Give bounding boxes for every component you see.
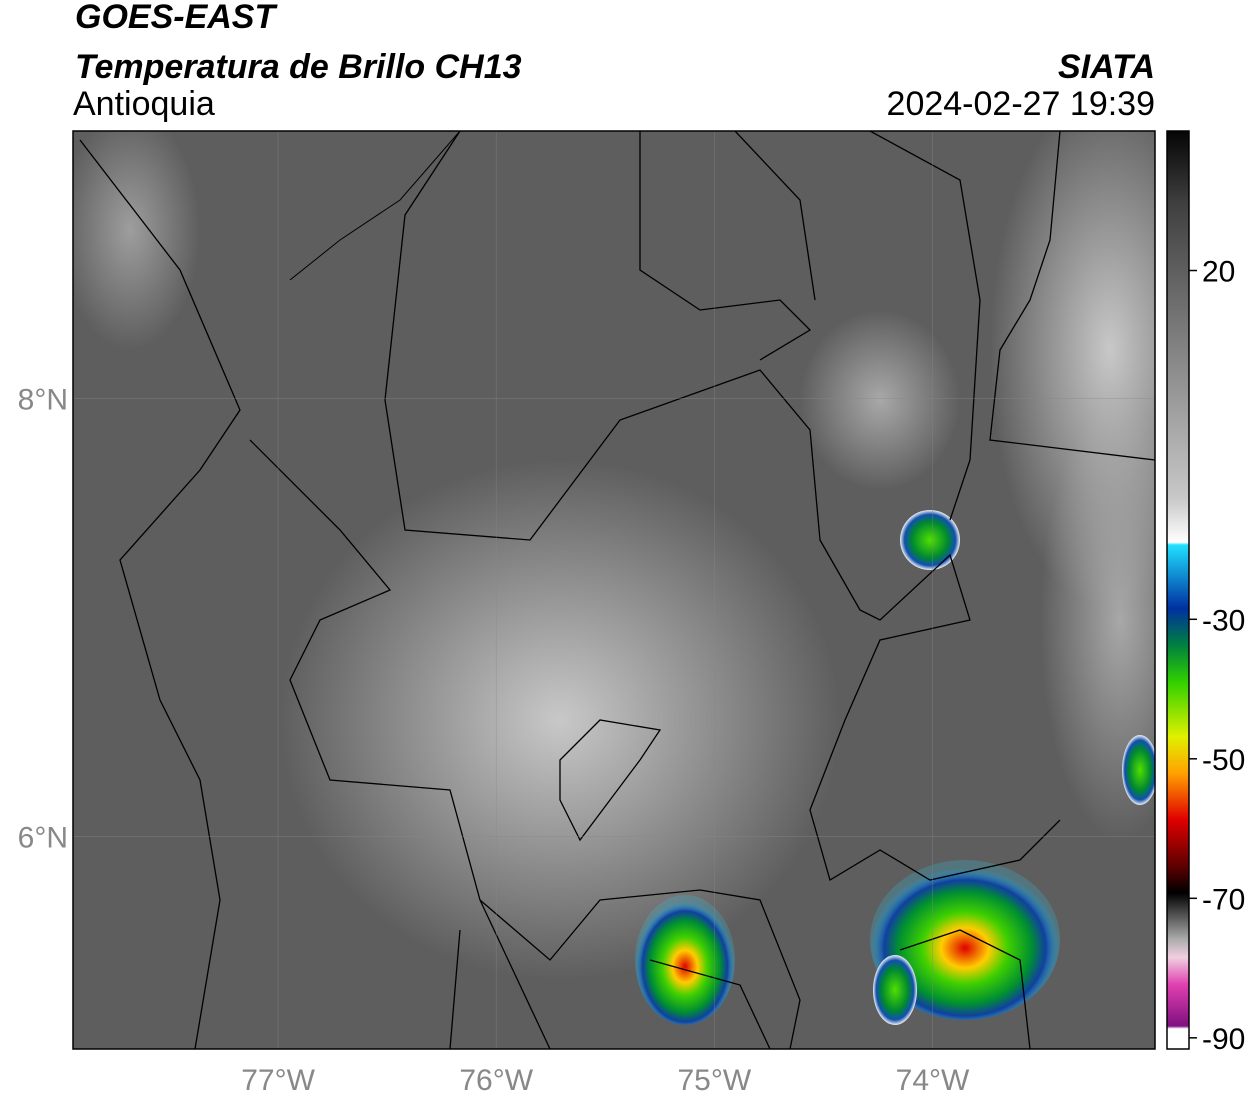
title: GOES-EAST <box>75 0 278 36</box>
colorbar-tick-label: -50 <box>1202 744 1245 777</box>
datetime: 2024-02-27 19:39 <box>887 85 1155 123</box>
storm-cell <box>870 860 1060 1020</box>
subtitle: Temperatura de Brillo CH13 <box>75 48 522 86</box>
y-tick-label: 6°N <box>18 821 68 854</box>
colorbar <box>1166 130 1190 1050</box>
storm-cell <box>635 895 735 1025</box>
y-tick-label: 8°N <box>18 383 68 416</box>
map <box>73 131 1155 1049</box>
map-frame <box>72 130 1156 1050</box>
storm-cell <box>873 955 917 1025</box>
colorbar-tick-label: -70 <box>1202 883 1245 916</box>
cloud <box>800 310 960 490</box>
borders <box>79 131 1155 1049</box>
colorbar-tick-label: -90 <box>1202 1023 1245 1056</box>
cloud <box>1040 400 1155 840</box>
x-tick-label: 76°W <box>459 1064 533 1097</box>
colorbar-tick-label: -30 <box>1202 604 1245 637</box>
storm-cell <box>1122 735 1155 805</box>
x-tick-label: 77°W <box>241 1064 315 1097</box>
x-tick-label: 74°W <box>896 1064 970 1097</box>
grid <box>73 131 1155 1049</box>
cloud <box>73 131 200 350</box>
region: Antioquia <box>73 85 215 123</box>
colorbar-tick-label: 20 <box>1202 256 1235 289</box>
x-tick-label: 75°W <box>678 1064 752 1097</box>
cloud <box>280 460 840 980</box>
source: SIATA <box>1058 48 1155 86</box>
coastline <box>289 131 461 281</box>
storm-cell <box>900 510 960 570</box>
